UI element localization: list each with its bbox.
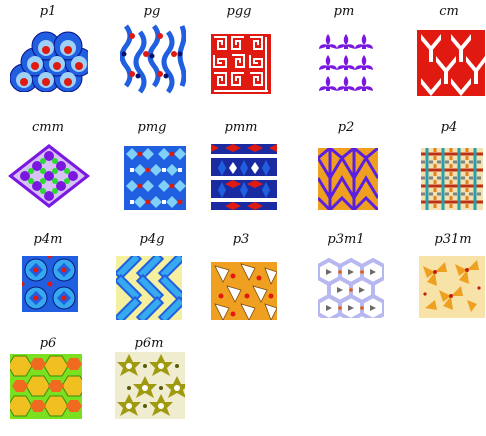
group-label-p6m: p6m bbox=[134, 336, 164, 351]
pattern-cell-p1: p1 bbox=[8, 4, 88, 104]
pmg-lattice-tile bbox=[124, 146, 186, 210]
pattern-cell-p3: p3 bbox=[201, 232, 281, 332]
p4-knot-tile bbox=[421, 148, 483, 210]
p3-triangles-tile bbox=[211, 262, 277, 320]
group-label-pg: pg bbox=[143, 4, 161, 19]
pattern-cell-pmg: pmg bbox=[112, 120, 192, 220]
pattern-cell-p4g: p4g bbox=[112, 232, 192, 332]
group-label-cmm: cmm bbox=[32, 120, 64, 135]
group-label-p4g: p4g bbox=[139, 232, 165, 247]
group-label-pmg: pmg bbox=[137, 120, 167, 135]
pattern-cell-p31m: p31m bbox=[413, 232, 486, 332]
pattern-cell-p6m: p6m bbox=[109, 336, 189, 436]
group-label-p2: p2 bbox=[337, 120, 355, 135]
p1-scales-tile bbox=[10, 31, 88, 94]
pattern-cell-p4: p4 bbox=[409, 120, 486, 220]
p4m-quatrefoil-tile bbox=[22, 256, 78, 312]
p31m-pinwheel-tile bbox=[419, 256, 485, 318]
pattern-cell-pg: pg bbox=[112, 4, 192, 104]
pgg-meander-tile bbox=[211, 34, 271, 94]
pattern-cell-cmm: cmm bbox=[8, 120, 90, 220]
pattern-cell-cm: cm bbox=[409, 4, 486, 104]
group-label-cm: cm bbox=[439, 4, 459, 19]
group-label-pmm: pmm bbox=[224, 120, 258, 135]
pattern-cell-p2: p2 bbox=[306, 120, 386, 220]
group-label-p3: p3 bbox=[232, 232, 250, 247]
p6-hexagons-tile bbox=[10, 354, 82, 419]
pattern-cell-p3m1: p3m1 bbox=[306, 232, 386, 332]
group-label-p6: p6 bbox=[39, 336, 57, 351]
cmm-diamond-tile bbox=[8, 144, 90, 208]
group-label-p4: p4 bbox=[440, 120, 458, 135]
group-label-p31m: p31m bbox=[434, 232, 472, 247]
group-label-pgg: pgg bbox=[226, 4, 252, 19]
cm-arrows-tile bbox=[417, 30, 485, 96]
pattern-cell-p4m: p4m bbox=[8, 232, 88, 332]
pm-fleur-tile bbox=[319, 34, 373, 91]
pattern-cell-pm: pm bbox=[304, 4, 384, 104]
group-label-p1: p1 bbox=[39, 4, 57, 19]
pattern-cell-pgg: pgg bbox=[199, 4, 279, 104]
group-label-pm: pm bbox=[333, 4, 355, 19]
group-label-p3m1: p3m1 bbox=[327, 232, 365, 247]
wallpaper-groups-figure: { "groups": [ {"name":"p1"},{"name":"pg"… bbox=[8, 4, 486, 419]
p4g-basketweave-tile bbox=[116, 256, 182, 320]
p2-weave-tile bbox=[318, 148, 378, 210]
pmm-star-tile bbox=[211, 144, 277, 210]
pattern-cell-pmm: pmm bbox=[201, 120, 281, 220]
pattern-cell-p6: p6 bbox=[8, 336, 88, 436]
p6m-stars-tile bbox=[115, 352, 185, 419]
pg-waves-tile bbox=[120, 24, 186, 94]
group-label-p4m: p4m bbox=[33, 232, 63, 247]
p3m1-hex-tile bbox=[318, 258, 384, 318]
